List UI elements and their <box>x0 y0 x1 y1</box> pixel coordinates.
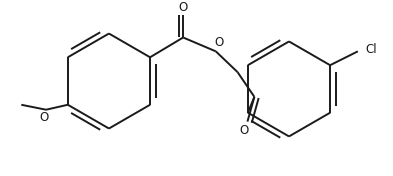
Text: O: O <box>240 124 249 137</box>
Text: Cl: Cl <box>366 43 378 56</box>
Text: O: O <box>39 111 49 124</box>
Text: O: O <box>214 36 223 49</box>
Text: O: O <box>178 1 188 14</box>
